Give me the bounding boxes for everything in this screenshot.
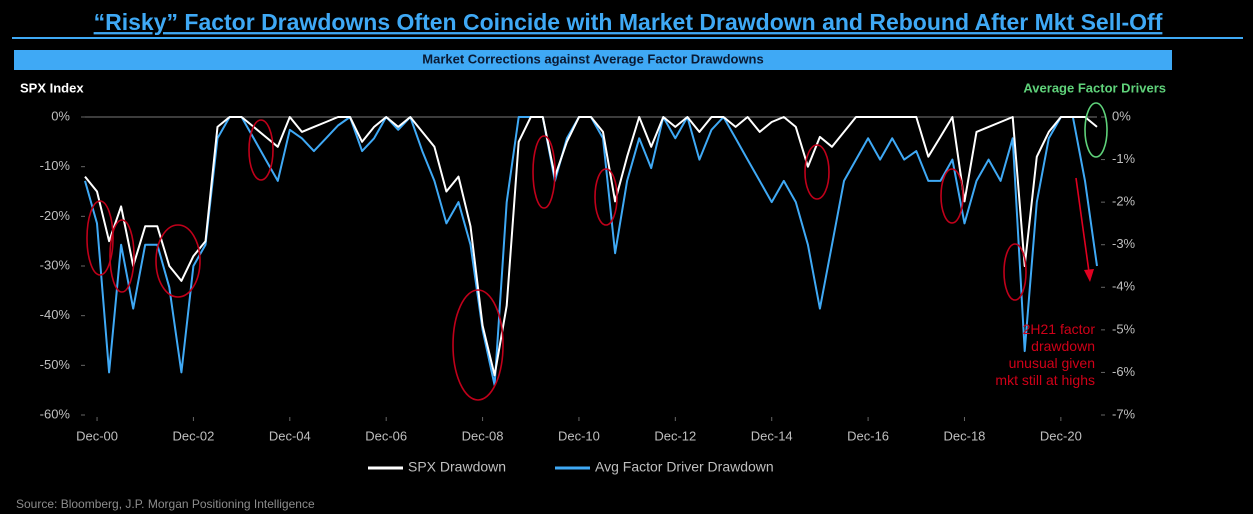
y2-tick-label: -2% [1112,194,1136,209]
ellipse [109,219,135,293]
x-tick-label: Dec-02 [172,428,214,443]
annotation: 2H21 factor drawdown unusual given mkt stil… [995,321,1095,388]
y-tick-label: 0% [51,108,70,123]
ellipse [940,168,964,224]
ellipse [248,119,274,181]
x-tick-label: Dec-00 [76,428,118,443]
legend-label: Avg Factor Driver Drawdown [595,459,774,475]
source: Source: Bloomberg, J.P. Morgan Positioni… [16,497,315,511]
y2-tick-label: -5% [1112,321,1136,336]
ellipse [594,168,618,226]
y2-axis-label: Average Factor Drivers [1023,80,1166,95]
highlight-ellipse-green [1084,102,1108,158]
y-tick-label: -10% [40,158,71,173]
ellipse [804,144,830,200]
annotation-line: drawdown [1031,338,1095,354]
x-tick-label: Dec-12 [654,428,696,443]
legend-label: SPX Drawdown [408,459,506,475]
annotation-arrow [1075,177,1094,282]
y-tick-label: -30% [40,257,71,272]
x-tick-label: Dec-06 [365,428,407,443]
highlight-ellipses [86,119,1027,401]
x-tick-label: Dec-16 [847,428,889,443]
x-tick-label: Dec-18 [944,428,986,443]
subtitle-band [14,50,1172,70]
y2-tick-label: -4% [1112,279,1136,294]
ellipse [452,289,504,401]
annotation-text: 2H21 factor drawdown unusual given mkt stil… [995,321,1095,388]
x-tick-label: Dec-20 [1040,428,1082,443]
subtitle: Market Corrections against Average Facto… [422,51,763,66]
x-tick-label: Dec-04 [269,428,311,443]
y-tick-label: -50% [40,357,71,372]
y-tick-label: -40% [40,307,71,322]
y-tick-label: -60% [40,406,71,421]
ellipse [155,224,201,298]
y-axis-label: SPX Index [20,80,84,95]
arrow-head [1084,269,1094,282]
legend: SPX Drawdown Avg Factor Driver Drawdown [368,459,774,475]
ellipse [532,135,556,209]
x-tick-label: Dec-10 [558,428,600,443]
annotation-line: mkt still at highs [995,372,1095,388]
y-tick-label: -20% [40,208,71,223]
y2-tick-label: -1% [1112,151,1136,166]
annotation-line: 2H21 factor [1023,321,1096,337]
arrow-line [1075,177,1090,273]
y2-tick-label: 0% [1112,108,1131,123]
x-tick-label: Dec-08 [462,428,504,443]
x-tick-label: Dec-14 [751,428,793,443]
y2-tick-label: -6% [1112,364,1136,379]
chart-title: “Risky” Factor Drawdowns Often Coincide … [94,9,1163,35]
ellipse [1003,243,1027,301]
annotation-line: unusual given [1009,355,1095,371]
y2-tick-label: -3% [1112,236,1136,251]
ellipse [86,200,114,276]
y2-tick-label: -7% [1112,406,1136,421]
